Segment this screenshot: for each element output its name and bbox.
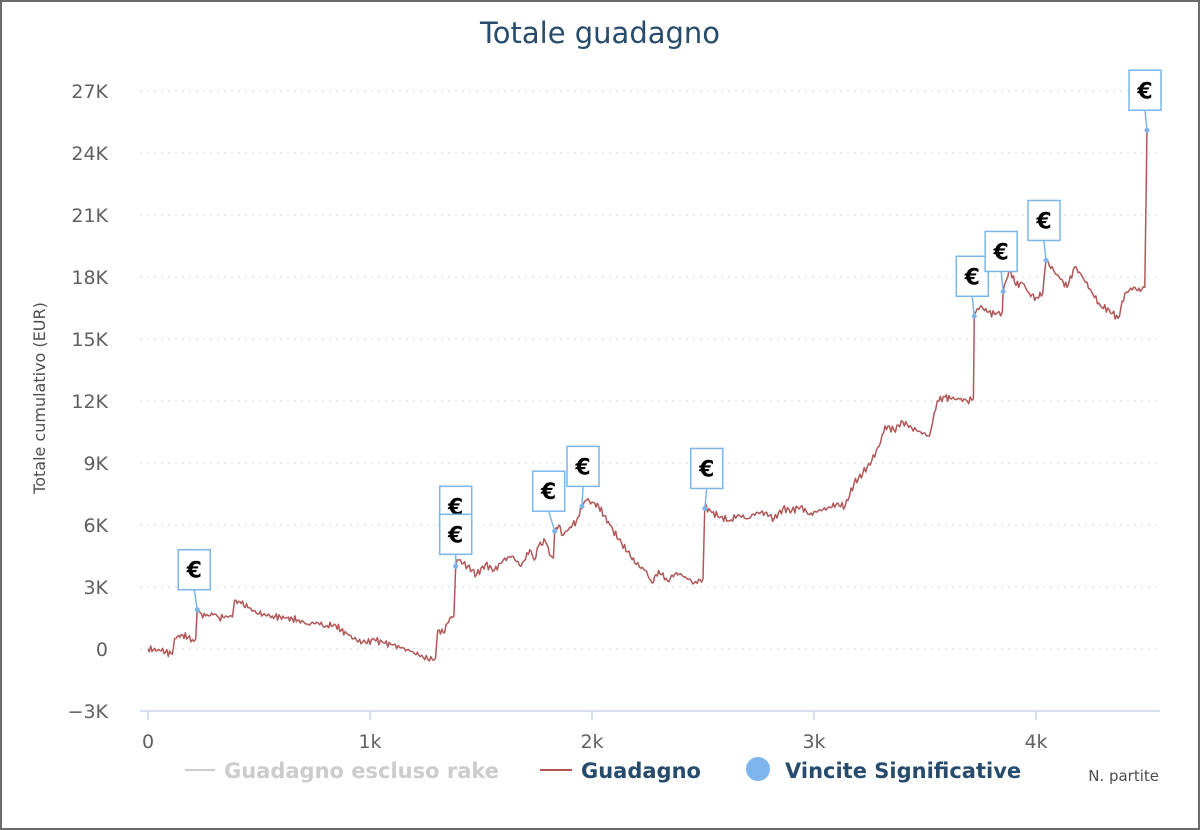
significant-win-flag: €	[1027, 199, 1061, 263]
flag-connector	[971, 296, 976, 317]
flag-label: €	[698, 457, 714, 482]
flag-box	[1027, 199, 1061, 242]
series	[147, 130, 1148, 662]
legend-label: Vincite Significative	[785, 759, 1021, 783]
y-tick-label: 27K	[71, 81, 108, 103]
legend: Guadagno escluso rake Guadagno Vincite Sig…	[185, 757, 1021, 783]
significant-win-flag: €	[438, 513, 473, 569]
x-tick-label: 4k	[1024, 731, 1047, 753]
vincita-point	[1043, 257, 1049, 263]
significant-win-flag: €	[177, 548, 212, 613]
y-tick-label: 24K	[71, 143, 108, 165]
flag-connector	[704, 488, 708, 509]
flag-label: €	[1136, 79, 1152, 104]
flag-box	[531, 470, 566, 512]
x-tick-label: 2k	[580, 731, 603, 753]
x-axis-label: N. partite	[1088, 767, 1159, 785]
flag-box	[177, 548, 212, 591]
significant-win-flag: €	[955, 255, 990, 319]
y-tick-label: −3K	[68, 701, 109, 723]
y-tick-label: 21K	[71, 205, 108, 227]
flag-label: €	[964, 265, 980, 290]
significant-win-flag: €	[1128, 69, 1162, 133]
axes: −3K 0 3K 6K 9K 12K 15K 18K 21K 24K 27K 0 1k 2k 3k 4k	[68, 81, 1160, 753]
x-tick-label: 0	[142, 731, 154, 753]
y-tick-label: 0	[96, 639, 108, 661]
legend-item-vincite: Vincite Significative	[746, 757, 1021, 783]
flag-box	[438, 513, 473, 556]
vincita-point	[453, 563, 459, 569]
flag-connector	[547, 510, 556, 532]
significant-win-flag: €	[566, 445, 600, 509]
y-tick-label: 9K	[83, 453, 108, 475]
vincita-point	[579, 503, 585, 509]
flag-connector	[1000, 271, 1004, 292]
flag-label: €	[186, 559, 202, 584]
y-tick-label: 18K	[71, 267, 108, 289]
significant-win-flag: €	[531, 470, 566, 534]
legend-marker	[746, 757, 770, 781]
flags: €€€€€ €€€€€	[177, 69, 1162, 613]
y-tick-label: 3K	[83, 577, 108, 599]
flag-connector	[193, 589, 199, 610]
flag-box	[955, 255, 990, 298]
vincita-point	[1000, 288, 1006, 294]
vincita-point	[552, 528, 558, 534]
series-line-guadagno	[147, 130, 1148, 662]
flag-label: €	[992, 240, 1008, 265]
legend-item-guadagno: Guadagno	[540, 759, 701, 783]
vincita-point	[194, 607, 200, 613]
vincita-point	[1144, 127, 1150, 133]
y-tick-label: 15K	[71, 329, 108, 351]
significant-win-flag: €	[984, 230, 1018, 294]
legend-label: Guadagno escluso rake	[224, 759, 499, 783]
flag-connector	[1043, 240, 1047, 261]
y-tick-label: 6K	[83, 515, 108, 537]
flag-label: €	[574, 455, 590, 480]
flag-box	[690, 447, 724, 490]
flag-box	[984, 230, 1018, 273]
vincita-point	[702, 505, 708, 511]
chart-title: Totale guadagno	[479, 16, 720, 50]
y-axis-label: Totale cumulativo (EUR)	[30, 302, 49, 495]
flag-connector	[1144, 110, 1148, 131]
x-tick-label: 3k	[802, 731, 825, 753]
flag-box	[1128, 69, 1162, 112]
flag-box	[566, 445, 600, 488]
grid-lines	[140, 90, 1160, 650]
vincita-point	[971, 313, 977, 319]
y-tick-label: 12K	[71, 391, 108, 413]
legend-item-escluso-rake: Guadagno escluso rake	[185, 759, 499, 783]
flag-label: €	[1035, 209, 1051, 234]
legend-label: Guadagno	[581, 759, 701, 783]
flag-connector	[581, 486, 584, 507]
flag-label: €	[540, 480, 556, 505]
x-tick-label: 1k	[358, 731, 381, 753]
significant-win-flag: €	[690, 447, 724, 511]
flag-label: €	[447, 523, 463, 548]
